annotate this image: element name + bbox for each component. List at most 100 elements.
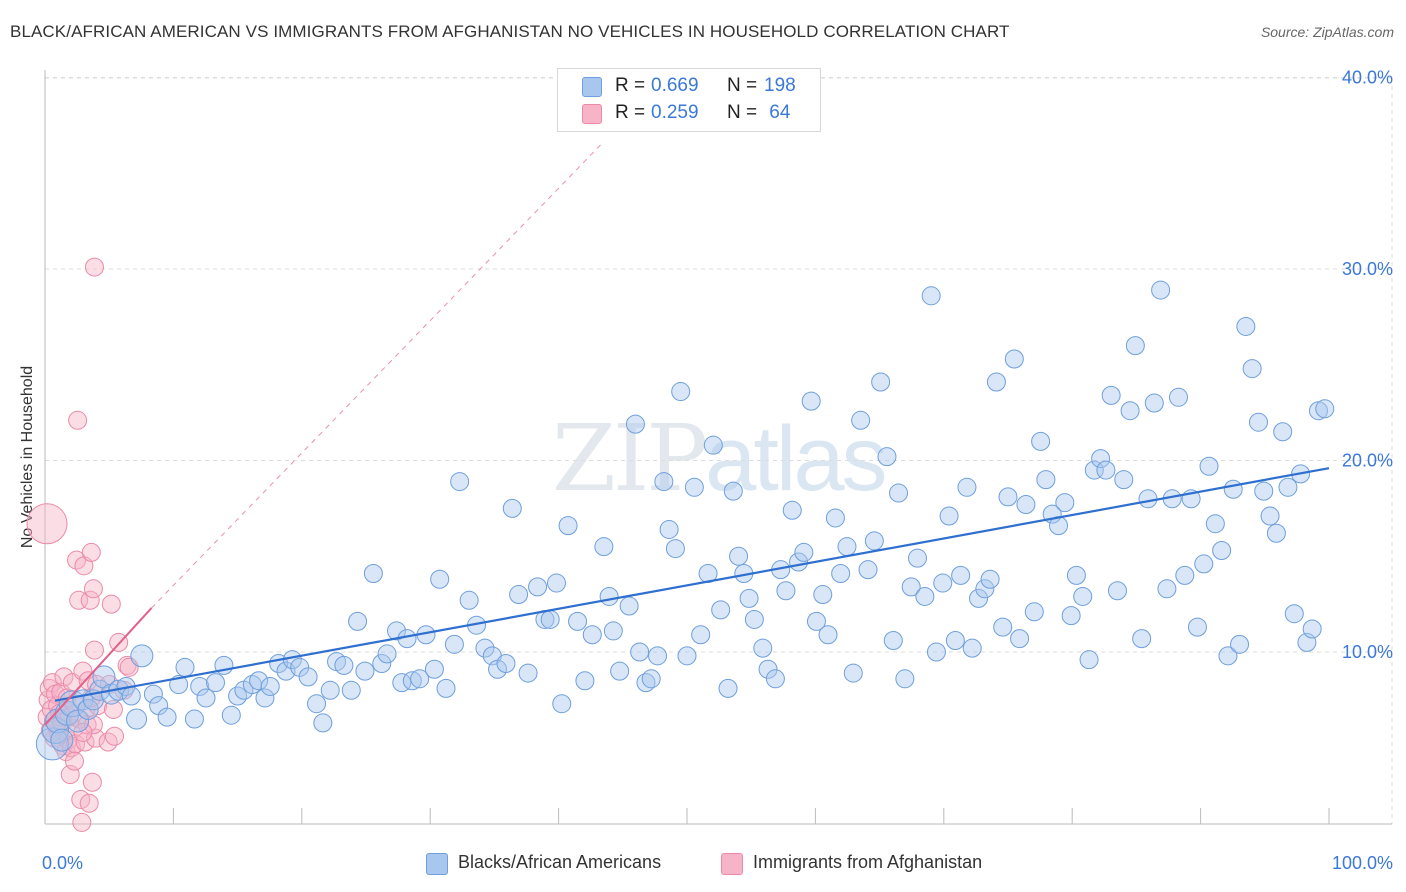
black-point	[744, 609, 764, 629]
black-point	[877, 447, 897, 467]
black-point	[1036, 470, 1056, 490]
legend-n-label: N =	[727, 102, 758, 123]
black-point	[1266, 523, 1286, 543]
black-point	[975, 579, 995, 599]
black-point	[372, 653, 392, 673]
black-point	[355, 661, 375, 681]
source-credit: Source: ZipAtlas.com	[1260, 24, 1394, 40]
black-point	[921, 286, 941, 306]
black-point	[1114, 470, 1134, 490]
black-point	[334, 655, 354, 675]
legend-n-value: 64	[764, 102, 791, 123]
afghanistan-point	[101, 594, 121, 614]
y-tick-label: 20.0%	[1342, 451, 1393, 471]
black-point	[1138, 489, 1158, 509]
black-point	[907, 548, 927, 568]
black-trend-line	[54, 467, 1330, 702]
black-point	[641, 669, 661, 689]
black-point	[871, 372, 891, 392]
black-point	[813, 585, 833, 605]
black-point	[794, 542, 814, 562]
black-point	[496, 653, 516, 673]
afghanistan-point	[64, 751, 84, 771]
black-point	[1157, 579, 1177, 599]
black-point	[782, 500, 802, 520]
black-point	[1212, 541, 1232, 561]
black-point	[558, 516, 578, 536]
black-point	[459, 590, 479, 610]
bottom-legend-swatch-afghanistan	[721, 853, 743, 875]
black-point	[818, 625, 838, 645]
black-point	[1016, 495, 1036, 515]
black-point	[1024, 602, 1044, 622]
series-black-points	[35, 280, 1335, 761]
black-point	[703, 435, 723, 455]
black-point	[993, 617, 1013, 637]
black-point	[126, 708, 148, 730]
black-point	[718, 678, 738, 698]
black-point	[121, 686, 141, 706]
black-point	[1101, 385, 1121, 405]
black-point	[1144, 393, 1164, 413]
black-point	[723, 481, 743, 501]
black-point	[648, 646, 668, 666]
black-point	[1230, 634, 1250, 654]
black-point	[776, 581, 796, 601]
y-tick-label: 40.0%	[1342, 68, 1393, 88]
x-tick-label-min: 0.0%	[42, 853, 83, 873]
black-point	[1061, 606, 1081, 626]
afghanistan-point	[73, 722, 93, 742]
afghanistan-trend-extension	[151, 144, 602, 609]
black-point	[546, 573, 566, 593]
black-point	[625, 414, 645, 434]
black-point	[1004, 349, 1024, 369]
black-point	[77, 698, 99, 720]
black-point	[957, 477, 977, 497]
black-point	[594, 537, 614, 557]
black-point	[1175, 565, 1195, 585]
black-point	[969, 588, 989, 608]
legend-r-value: 0.259	[651, 102, 699, 123]
black-point	[864, 531, 884, 551]
black-point	[677, 646, 697, 666]
black-point	[1096, 460, 1116, 480]
black-point	[249, 671, 269, 691]
legend-n-value: 198	[764, 75, 796, 96]
black-point	[582, 625, 602, 645]
black-point	[1031, 431, 1051, 451]
black-point	[1132, 629, 1152, 649]
black-point	[1079, 650, 1099, 670]
black-point	[387, 621, 407, 641]
afghanistan-point	[68, 410, 88, 430]
black-point	[901, 577, 921, 597]
black-point	[1084, 460, 1104, 480]
black-point	[377, 644, 397, 664]
black-point	[307, 694, 327, 714]
black-point	[1168, 387, 1188, 407]
black-point	[1248, 412, 1268, 432]
black-point	[939, 506, 959, 526]
black-point	[444, 634, 464, 654]
axes	[44, 70, 1392, 825]
afghanistan-point	[104, 726, 124, 746]
black-point	[430, 569, 450, 589]
black-point	[157, 707, 177, 727]
black-point	[1205, 514, 1225, 534]
afghanistan-point	[66, 734, 86, 754]
black-point	[926, 642, 946, 662]
black-point	[998, 487, 1018, 507]
black-point	[313, 713, 333, 733]
black-point	[665, 539, 685, 559]
afghanistan-point	[75, 732, 95, 752]
black-point	[951, 565, 971, 585]
black-point	[540, 609, 560, 629]
black-point	[986, 372, 1006, 392]
series-afghanistan-points	[26, 257, 139, 832]
afghanistan-point	[73, 661, 93, 681]
black-point	[552, 694, 572, 714]
black-point	[753, 638, 773, 658]
black-point	[671, 382, 691, 402]
afghanistan-point	[82, 772, 102, 792]
black-point	[1125, 336, 1145, 356]
black-point	[363, 563, 383, 583]
